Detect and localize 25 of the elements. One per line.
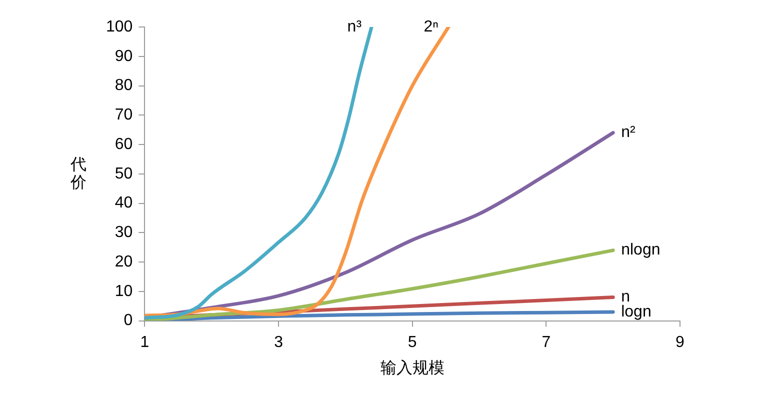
y-tick-label: 40 <box>114 194 133 212</box>
y-tick-label: 80 <box>114 77 133 94</box>
x-tick-label: 9 <box>676 334 685 351</box>
x-tick-label: 1 <box>140 334 150 351</box>
y-tick-label: 0 <box>124 312 133 330</box>
series-label: n <box>621 288 630 306</box>
y-tick-label: 90 <box>114 48 133 65</box>
series-label: n² <box>621 124 636 142</box>
y-tick-label: 20 <box>114 253 133 270</box>
y-axis-title: 代价 <box>70 156 87 192</box>
y-tick-label: 10 <box>114 282 133 300</box>
series-label: n³ <box>347 18 362 36</box>
y-tick-label: 50 <box>114 165 133 182</box>
x-tick-label: 5 <box>408 334 417 351</box>
y-tick-label: 100 <box>106 18 133 36</box>
y-tick-label: 70 <box>114 106 133 124</box>
series-label: logn <box>621 303 652 320</box>
x-tick-label: 7 <box>542 334 551 351</box>
line-series <box>144 248 615 321</box>
x-tick-label: 3 <box>274 334 284 351</box>
y-tick-label: 60 <box>114 136 133 153</box>
x-axis-title: 输入规模 <box>380 359 444 378</box>
series-label: nlogn <box>621 242 660 259</box>
y-tick-label: 30 <box>114 224 133 242</box>
series-label: 2ⁿ <box>424 18 439 36</box>
